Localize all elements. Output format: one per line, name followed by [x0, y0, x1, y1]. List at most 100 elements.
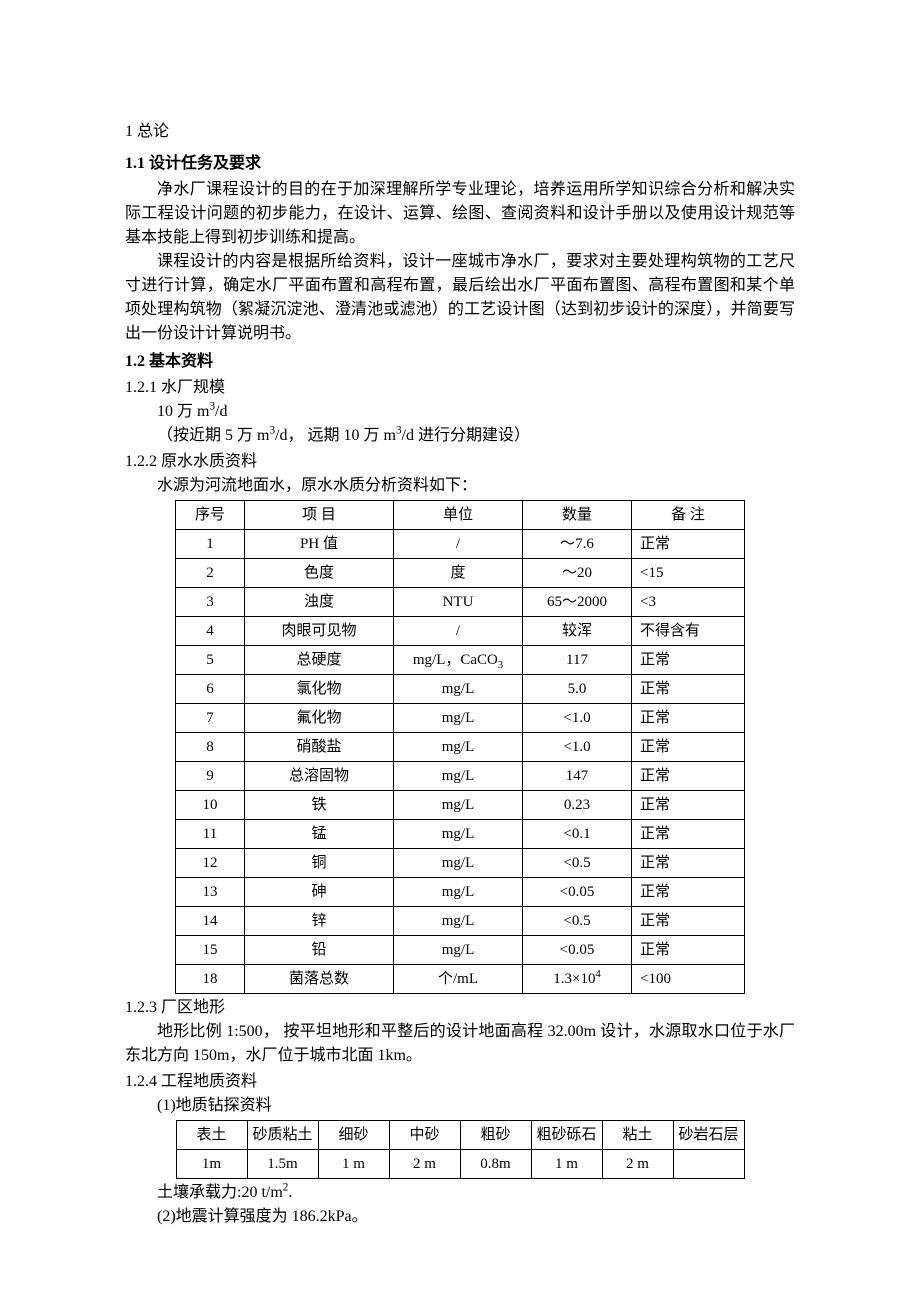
table-row: 2色度度～20<15 [176, 559, 745, 588]
cell-note: 正常 [632, 849, 745, 878]
cell-unit: mg/L [394, 762, 523, 791]
cell-unit: mg/L，CaCO3 [394, 646, 523, 675]
th-seq: 序号 [176, 501, 245, 530]
table-row: 1PH 值/～7.6正常 [176, 530, 745, 559]
paragraph: 课程设计的内容是根据所给资料，设计一座城市净水厂，要求对主要处理构筑物的工艺尺寸… [125, 250, 795, 346]
table-row: 1m1.5m1 m2 m0.8m1 m2 m [176, 1150, 744, 1179]
table-row: 14锌mg/L<0.5正常 [176, 907, 745, 936]
table-row: 18菌落总数个/mL1.3×104<100 [176, 965, 745, 994]
cell-unit: 度 [394, 559, 523, 588]
cell-unit: mg/L [394, 675, 523, 704]
cell-item: 砷 [245, 878, 394, 907]
cell-note: 正常 [632, 530, 745, 559]
cell-note: 正常 [632, 878, 745, 907]
cell-note: 不得含有 [632, 617, 745, 646]
cell-unit: NTU [394, 588, 523, 617]
cell-unit: mg/L [394, 733, 523, 762]
cell-seq: 13 [176, 878, 245, 907]
text: . [288, 1184, 292, 1201]
table-row: 7氟化物mg/L<1.0正常 [176, 704, 745, 733]
heading-1-2: 1.2 基本资料 [125, 350, 795, 374]
terrain-paragraph: 地形比例 1:500， 按平坦地形和平整后的设计地面高程 32.00m 设计，水… [125, 1020, 795, 1068]
cell-item: 氟化物 [245, 704, 394, 733]
heading-1-2-4: 1.2.4 工程地质资料 [125, 1070, 795, 1094]
cell-unit: mg/L [394, 878, 523, 907]
cell-note: 正常 [632, 733, 745, 762]
cell-note: 正常 [632, 675, 745, 704]
cell-qty: <0.1 [523, 820, 632, 849]
cell-value: 2 m [389, 1150, 460, 1179]
cell-value: 0.8m [460, 1150, 531, 1179]
cell-item: 菌落总数 [245, 965, 394, 994]
cell-item: PH 值 [245, 530, 394, 559]
cell-seq: 15 [176, 936, 245, 965]
cell-qty: <0.5 [523, 849, 632, 878]
cell-qty: 5.0 [523, 675, 632, 704]
cell-header: 粘土 [602, 1121, 673, 1150]
cell-note: <3 [632, 588, 745, 617]
cell-seq: 2 [176, 559, 245, 588]
cell-qty: ～20 [523, 559, 632, 588]
cell-unit: mg/L [394, 791, 523, 820]
water-quality-table: 序号 项 目 单位 数量 备 注 1PH 值/～7.6正常2色度度～20<153… [175, 500, 745, 994]
cell-seq: 14 [176, 907, 245, 936]
cell-qty: <0.5 [523, 907, 632, 936]
cell-qty: 65～2000 [523, 588, 632, 617]
geo-sub-1: (1)地质钻探资料 [125, 1094, 795, 1118]
cell-value [673, 1150, 744, 1179]
cell-qty: 147 [523, 762, 632, 791]
cell-seq: 3 [176, 588, 245, 617]
text: /d 进行分期建设） [402, 427, 530, 444]
heading-1-1: 1.1 设计任务及要求 [125, 152, 795, 176]
table-row: 10铁mg/L0.23正常 [176, 791, 745, 820]
heading-1-2-3: 1.2.3 厂区地形 [125, 996, 795, 1020]
cell-note: 正常 [632, 704, 745, 733]
cell-header: 粗砂砾石 [531, 1121, 602, 1150]
cell-qty: 1.3×104 [523, 965, 632, 994]
cell-item: 铅 [245, 936, 394, 965]
table-header-row: 序号 项 目 单位 数量 备 注 [176, 501, 745, 530]
table-row: 15铅mg/L<0.05正常 [176, 936, 745, 965]
cell-item: 总硬度 [245, 646, 394, 675]
cell-header: 粗砂 [460, 1121, 531, 1150]
table-row: 11锰mg/L<0.1正常 [176, 820, 745, 849]
cell-note: <15 [632, 559, 745, 588]
scale-line-2: （按近期 5 万 m3/d， 远期 10 万 m3/d 进行分期建设） [125, 424, 795, 448]
cell-seq: 6 [176, 675, 245, 704]
cell-note: 正常 [632, 791, 745, 820]
text: 土壤承载力:20 t/m [157, 1184, 283, 1201]
th-qty: 数量 [523, 501, 632, 530]
cell-unit: mg/L [394, 936, 523, 965]
cell-header: 表土 [176, 1121, 247, 1150]
table-row: 13砷mg/L<0.05正常 [176, 878, 745, 907]
cell-seq: 12 [176, 849, 245, 878]
cell-header: 砂岩石层 [673, 1121, 744, 1150]
cell-value: 1.5m [247, 1150, 318, 1179]
cell-seq: 4 [176, 617, 245, 646]
text: 10 万 m [157, 403, 209, 420]
paragraph: 净水厂课程设计的目的在于加深理解所学专业理论，培养运用所学知识综合分析和解决实际… [125, 178, 795, 250]
cell-unit: 个/mL [394, 965, 523, 994]
cell-unit: mg/L [394, 820, 523, 849]
cell-note: 正常 [632, 936, 745, 965]
scale-line-1: 10 万 m3/d [125, 400, 795, 424]
cell-seq: 8 [176, 733, 245, 762]
cell-unit: mg/L [394, 704, 523, 733]
cell-header: 细砂 [318, 1121, 389, 1150]
cell-value: 1 m [318, 1150, 389, 1179]
th-note: 备 注 [632, 501, 745, 530]
cell-item: 浊度 [245, 588, 394, 617]
table-row: 6氯化物mg/L5.0正常 [176, 675, 745, 704]
cell-qty: ～7.6 [523, 530, 632, 559]
cell-qty: <0.05 [523, 936, 632, 965]
cell-unit: mg/L [394, 849, 523, 878]
cell-qty: <0.05 [523, 878, 632, 907]
cell-seq: 10 [176, 791, 245, 820]
cell-item: 肉眼可见物 [245, 617, 394, 646]
cell-qty: 较浑 [523, 617, 632, 646]
geology-table: 表土砂质粘土细砂中砂粗砂粗砂砾石粘土砂岩石层 1m1.5m1 m2 m0.8m1… [176, 1120, 745, 1179]
heading-1-2-2: 1.2.2 原水水质资料 [125, 450, 795, 474]
cell-item: 总溶固物 [245, 762, 394, 791]
document-page: 1 总论 1.1 设计任务及要求 净水厂课程设计的目的在于加深理解所学专业理论，… [0, 0, 920, 1289]
cell-seq: 18 [176, 965, 245, 994]
